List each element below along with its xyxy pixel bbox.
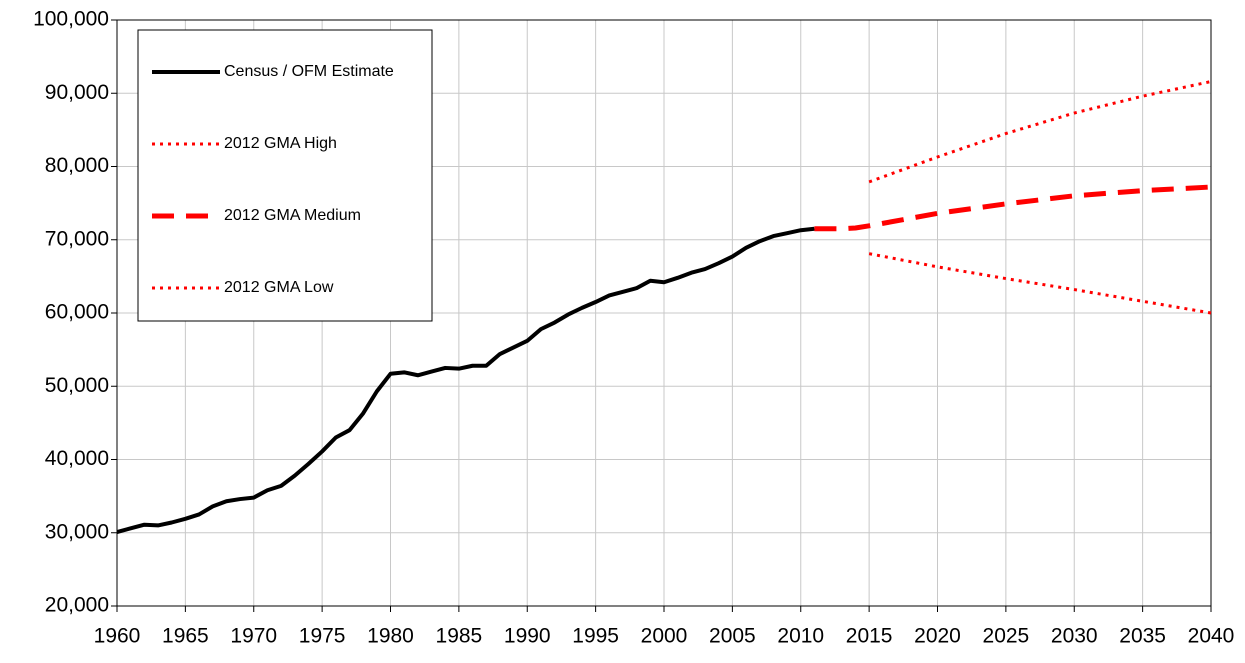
x-tick-label: 1990 (504, 625, 551, 648)
x-tick-label: 2030 (1051, 625, 1098, 648)
series-line (814, 184, 1212, 232)
x-tick-label: 2025 (983, 625, 1030, 648)
x-tick-label: 1970 (230, 625, 277, 648)
x-tick-label: 2020 (914, 625, 961, 648)
x-tick-label: 2015 (846, 625, 893, 648)
y-tick-label: 90,000 (45, 81, 109, 104)
y-tick-label: 80,000 (45, 154, 109, 177)
series-line (868, 252, 1212, 315)
x-tick-label: 1960 (94, 625, 141, 648)
legend-label: 2012 GMA Medium (224, 207, 361, 224)
x-tick-label: 2010 (777, 625, 824, 648)
x-tick-label: 1980 (367, 625, 414, 648)
x-tick-label: 1985 (436, 625, 483, 648)
series-line (868, 80, 1212, 184)
legend-label: Census / OFM Estimate (224, 63, 394, 80)
y-tick-label: 30,000 (45, 520, 109, 543)
x-tick-label: 2035 (1119, 625, 1166, 648)
x-tick-label: 2005 (709, 625, 756, 648)
legend-box (137, 29, 433, 322)
y-tick-label: 50,000 (45, 374, 109, 397)
x-tick-label: 1995 (572, 625, 619, 648)
y-tick-label: 20,000 (45, 594, 109, 617)
x-tick-label: 1975 (299, 625, 346, 648)
legend-label: 2012 GMA High (224, 135, 337, 152)
y-tick-label: 100,000 (33, 8, 109, 31)
series-line (116, 226, 815, 534)
x-tick-label: 2040 (1188, 625, 1235, 648)
x-tick-label: 2000 (641, 625, 688, 648)
legend-label: 2012 GMA Low (224, 279, 334, 296)
x-tick-label: 1965 (162, 625, 209, 648)
y-tick-label: 60,000 (45, 301, 109, 324)
y-tick-label: 40,000 (45, 447, 109, 470)
y-tick-label: 70,000 (45, 227, 109, 250)
plot-border (116, 19, 1212, 607)
